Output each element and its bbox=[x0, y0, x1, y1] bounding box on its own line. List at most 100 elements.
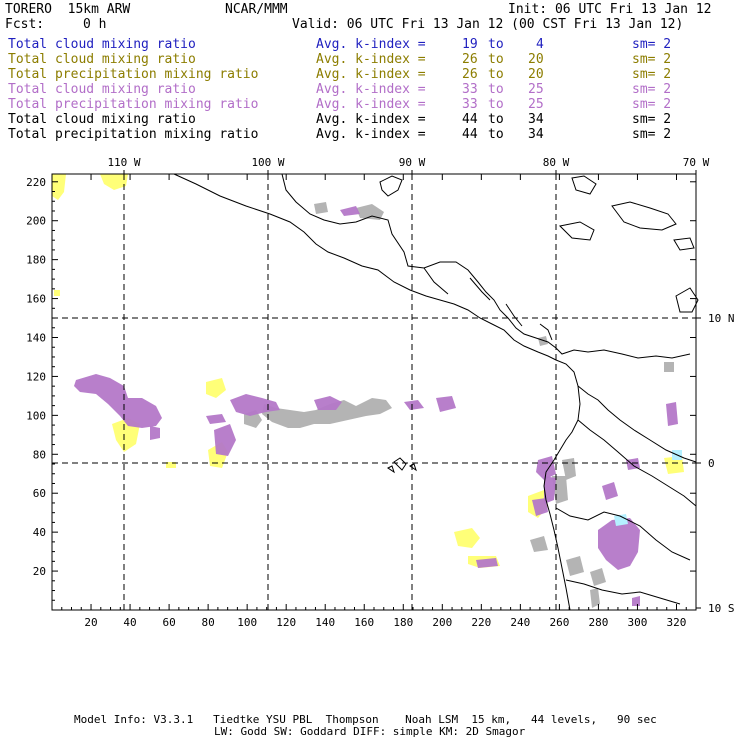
cloud-region-purple bbox=[476, 558, 498, 568]
cloud-region-yellow bbox=[664, 456, 684, 474]
physics-info: LW: Godd SW: Goddard DIFF: simple KM: 2D… bbox=[214, 725, 526, 738]
legend-kindex-from: 44 bbox=[462, 127, 478, 142]
legend-kindex-to: 25 bbox=[528, 82, 544, 97]
galapagos-coastline bbox=[387, 465, 395, 474]
legend-kindex-from: 33 bbox=[462, 82, 478, 97]
field-overlays bbox=[52, 174, 684, 608]
legend-field-name: Total cloud mixing ratio bbox=[8, 37, 196, 52]
x-tick-label: 320 bbox=[667, 616, 687, 629]
longitude-label: 100 W bbox=[251, 156, 284, 169]
cloud-region-grey bbox=[590, 588, 600, 608]
y-tick-label: 100 bbox=[26, 409, 46, 422]
cloud-region-yellow bbox=[54, 290, 60, 296]
legend-kindex-from: 19 bbox=[462, 37, 478, 52]
legend-to-word: to bbox=[488, 127, 504, 142]
coastlines bbox=[173, 173, 699, 611]
cloud-region-purple bbox=[436, 396, 456, 412]
legend-kindex-from: 26 bbox=[462, 67, 478, 82]
legend-kindex-label: Avg. k-index = bbox=[316, 112, 426, 127]
jamaica-coastline bbox=[558, 221, 595, 241]
legend-kindex-to: 25 bbox=[528, 97, 544, 112]
legend-smoothing: sm= 2 bbox=[632, 127, 672, 142]
legend-kindex-to: 34 bbox=[528, 127, 544, 142]
country-boundary bbox=[505, 303, 523, 327]
x-tick-label: 140 bbox=[315, 616, 335, 629]
island-coastline bbox=[675, 287, 699, 313]
cloud-region-purple bbox=[544, 476, 556, 504]
y-tick-label: 200 bbox=[26, 215, 46, 228]
forecast-label: Fcst: bbox=[5, 17, 45, 32]
legend-field-name: Total cloud mixing ratio bbox=[8, 112, 196, 127]
latitude-label: 0 bbox=[708, 457, 715, 470]
cloud-region-purple bbox=[666, 402, 678, 426]
legend-to-word: to bbox=[488, 37, 504, 52]
cloud-region-purple bbox=[214, 424, 236, 456]
legend-kindex-label: Avg. k-index = bbox=[316, 82, 426, 97]
legend-field-name: Total cloud mixing ratio bbox=[8, 52, 196, 67]
x-tick-label: 160 bbox=[354, 616, 374, 629]
legend-to-word: to bbox=[488, 82, 504, 97]
hispaniola-coastline bbox=[611, 201, 677, 231]
island-coastline bbox=[673, 237, 695, 251]
x-tick-label: 240 bbox=[510, 616, 530, 629]
lat-lon-gridlines bbox=[52, 174, 696, 610]
x-tick-label: 40 bbox=[123, 616, 136, 629]
latitude-label: 10 N bbox=[708, 312, 735, 325]
legend-kindex-from: 33 bbox=[462, 97, 478, 112]
cloud-region-purple bbox=[230, 394, 280, 416]
legend-kindex-to: 20 bbox=[528, 52, 544, 67]
y-grid-ticks: 20 40 60 80 100 120 140 160 180 200 220 bbox=[26, 176, 696, 601]
latitude-label: 10 S bbox=[708, 602, 735, 615]
legend-to-word: to bbox=[488, 97, 504, 112]
y-tick-label: 40 bbox=[33, 526, 46, 539]
legend-kindex-to: 4 bbox=[536, 37, 544, 52]
legend-smoothing: sm= 2 bbox=[632, 82, 672, 97]
x-tick-label: 300 bbox=[628, 616, 648, 629]
cloud-region-grey bbox=[664, 362, 674, 372]
cloud-region-purple bbox=[632, 596, 640, 606]
cloud-region-yellow bbox=[454, 528, 480, 548]
cloud-region-grey bbox=[538, 336, 548, 346]
x-tick-label: 80 bbox=[201, 616, 214, 629]
y-tick-label: 20 bbox=[33, 565, 46, 578]
y-tick-label: 60 bbox=[33, 487, 46, 500]
pacific-coastline bbox=[173, 173, 581, 611]
cloud-region-purple bbox=[206, 414, 226, 424]
amazon-boundary bbox=[577, 419, 697, 507]
cloud-region-grey bbox=[314, 202, 328, 214]
y-tick-label: 120 bbox=[26, 370, 46, 383]
cloud-region-grey bbox=[566, 556, 584, 576]
cloud-region-purple bbox=[598, 518, 640, 570]
yucatan-coastline bbox=[379, 175, 403, 197]
andes-coastline bbox=[577, 385, 697, 463]
cloud-region-yellow bbox=[52, 174, 66, 200]
x-tick-label: 280 bbox=[588, 616, 608, 629]
y-tick-label: 220 bbox=[26, 176, 46, 189]
longitude-label: 70 W bbox=[683, 156, 710, 169]
legend-kindex-to: 20 bbox=[528, 67, 544, 82]
legend-smoothing: sm= 2 bbox=[632, 52, 672, 67]
country-boundary bbox=[423, 267, 449, 295]
legend-kindex-from: 26 bbox=[462, 52, 478, 67]
x-tick-label: 180 bbox=[393, 616, 413, 629]
cloud-region-grey bbox=[356, 204, 384, 220]
x-tick-label: 220 bbox=[471, 616, 491, 629]
longitude-label: 110 W bbox=[107, 156, 140, 169]
cuba-coastline bbox=[571, 175, 597, 195]
legend-smoothing: sm= 2 bbox=[632, 37, 672, 52]
x-tick-label: 260 bbox=[549, 616, 569, 629]
cloud-region-purple bbox=[532, 498, 548, 516]
legend-field-name: Total cloud mixing ratio bbox=[8, 82, 196, 97]
legend-kindex-label: Avg. k-index = bbox=[316, 37, 426, 52]
legend-to-word: to bbox=[488, 112, 504, 127]
legend-kindex-label: Avg. k-index = bbox=[316, 97, 426, 112]
y-tick-label: 80 bbox=[33, 448, 46, 461]
x-tick-label: 120 bbox=[276, 616, 296, 629]
x-grid-ticks: 20 40 60 80 100 120 140 160 180 200 220 240 260 280 30… bbox=[61, 174, 687, 629]
cloud-region-purple bbox=[536, 456, 556, 480]
legend-kindex-label: Avg. k-index = bbox=[316, 52, 426, 67]
cloud-region-yellow bbox=[206, 378, 226, 398]
x-tick-label: 100 bbox=[237, 616, 257, 629]
x-tick-label: 200 bbox=[432, 616, 452, 629]
